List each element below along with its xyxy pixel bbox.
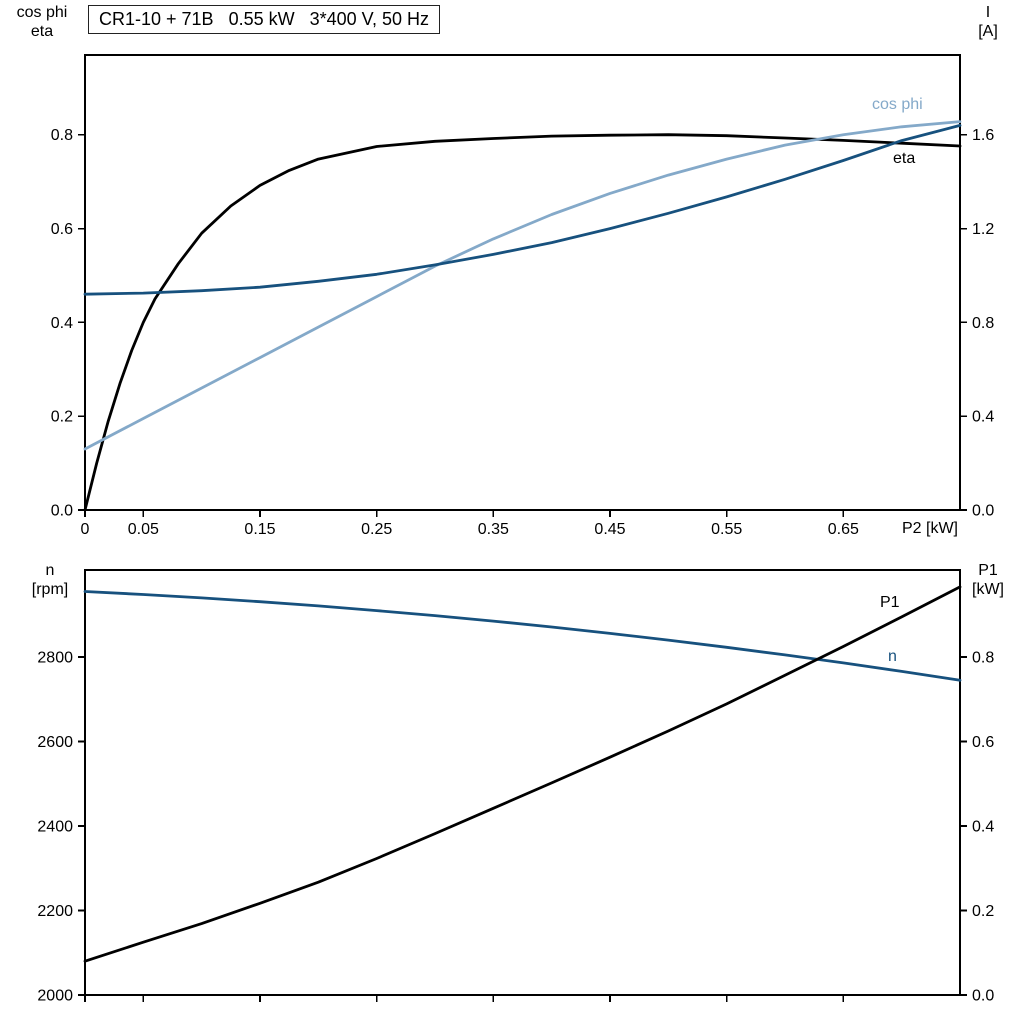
curve-p1 (83, 585, 962, 963)
right-tick-label: 0.6 (972, 734, 994, 751)
axis-label-current: I (985, 4, 991, 21)
right-tick-label: 0.4 (972, 819, 994, 836)
left-tick-label: 2200 (37, 903, 73, 920)
chart-title-box: CR1-10 + 71B 0.55 kW 3*400 V, 50 Hz (88, 5, 441, 34)
axis-label-eta: eta (30, 23, 54, 40)
bottom-right-axis-label: P1 [kW] (960, 561, 1016, 599)
x-axis-label-p2: P2 [kW] (901, 520, 958, 537)
left-tick-label: 2400 (37, 819, 73, 836)
axis-label-speed-unit: [rpm] (31, 581, 69, 598)
left-tick-label: 0.2 (51, 409, 73, 426)
plot-frame (84, 54, 961, 511)
x-tick-label: 0.55 (711, 521, 742, 538)
axis-label-p1-unit: [kW] (972, 581, 1004, 598)
curve-label-n: n (888, 648, 897, 665)
left-tick-label: 2800 (37, 650, 73, 667)
right-tick-label: 0.8 (972, 650, 994, 667)
curve-n (83, 590, 962, 682)
right-tick-label: 0.0 (972, 503, 994, 520)
axis-label-p1: P1 (978, 562, 998, 579)
left-tick-label: 0.0 (51, 503, 73, 520)
curve-label-cos-phi: cos phi (872, 96, 923, 113)
right-tick-label: 0.8 (972, 315, 994, 332)
curve-i (83, 124, 962, 296)
top-left-axis-label: cos phi eta (2, 3, 82, 41)
x-tick-label: 0.25 (361, 521, 392, 538)
left-tick-label: 2600 (37, 734, 73, 751)
right-tick-label: 1.2 (972, 221, 994, 238)
left-tick-label: 0.6 (51, 221, 73, 238)
x-tick-label: 0 (81, 521, 90, 538)
top-right-axis-label: I [A] (960, 3, 1016, 41)
axis-label-current-unit: [A] (978, 23, 998, 40)
left-tick-label: 2000 (37, 988, 73, 1005)
curve-eta (83, 133, 962, 512)
x-tick-label: 0.15 (244, 521, 275, 538)
right-tick-label: 0.0 (972, 988, 994, 1005)
right-tick-label: 1.6 (972, 127, 994, 144)
bottom-left-axis-label: n [rpm] (20, 561, 80, 599)
right-tick-label: 0.4 (972, 409, 994, 426)
curve-label-p1: P1 (880, 594, 900, 611)
x-tick-label: 0.45 (594, 521, 625, 538)
right-tick-label: 0.2 (972, 903, 994, 920)
x-tick-label: 0.65 (828, 521, 859, 538)
left-tick-label: 0.8 (51, 127, 73, 144)
curve-cos-phi (83, 120, 962, 451)
x-tick-label: 0.35 (478, 521, 509, 538)
axis-label-cos-phi: cos phi (16, 4, 68, 21)
axis-label-speed: n (45, 562, 55, 579)
left-tick-label: 0.4 (51, 315, 73, 332)
plot-frame (84, 569, 961, 996)
curve-label-eta: eta (893, 150, 916, 167)
x-tick-label: 0.05 (128, 521, 159, 538)
